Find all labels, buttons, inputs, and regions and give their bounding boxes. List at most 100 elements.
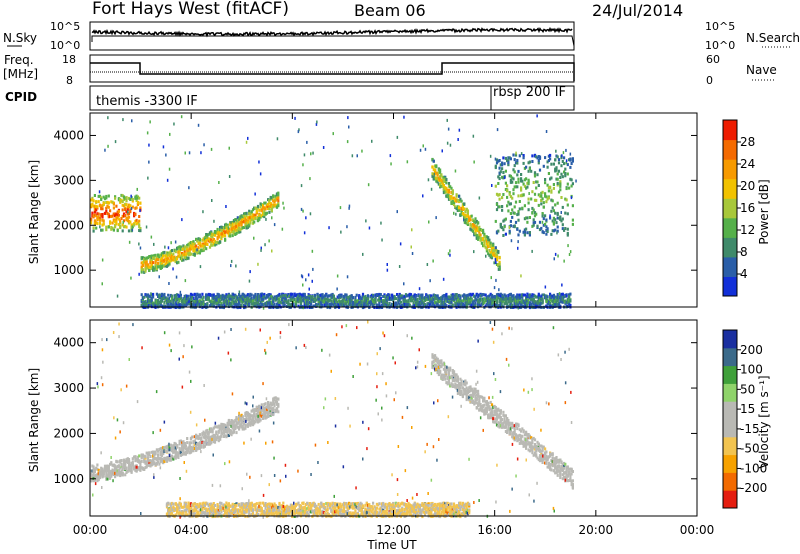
data-cell [165,254,169,258]
data-cell [508,296,511,300]
data-cell [551,199,554,203]
data-cell [107,205,110,209]
data-cell [498,171,501,175]
data-cell [274,203,277,207]
noise-cell [493,286,496,290]
data-cell [339,295,342,298]
data-cell [412,297,415,300]
data-cell [492,301,495,305]
data-cell [259,295,262,299]
data-cell [201,297,204,301]
data-cell [157,265,160,269]
data-cell [477,299,480,303]
data-cell [458,293,461,297]
noise-cell [253,236,255,240]
noise-cell [158,275,160,279]
data-cell [212,304,215,308]
data-cell [97,468,100,472]
data-cell [208,299,212,303]
data-cell [479,233,482,237]
data-cell [210,427,213,431]
data-cell [235,221,238,225]
data-cell [528,216,531,219]
data-cell [234,293,237,297]
data-cell [560,156,563,160]
data-cell [517,180,520,184]
data-cell [234,225,237,229]
data-cell [224,238,227,242]
noise-cell [557,254,559,258]
data-cell [119,473,122,477]
data-cell [202,443,205,447]
data-cell [465,214,468,218]
data-cell [469,295,472,299]
data-cell [124,473,127,477]
noise-cell [568,253,571,256]
data-cell [489,255,492,259]
data-cell [170,255,174,258]
data-cell [112,464,115,468]
data-cell [215,241,218,244]
data-cell [316,295,319,299]
data-cell [189,441,193,445]
data-cell [537,203,540,207]
data-cell [559,184,562,188]
data-cell [397,301,400,305]
data-cell [480,241,483,245]
noise-cell [332,132,334,136]
data-cell [497,159,500,163]
data-cell [493,249,496,253]
data-cell [420,296,423,300]
data-cell [458,300,461,304]
data-cell [456,304,459,307]
data-cell [483,242,486,246]
data-cell [504,232,507,236]
data-cell [269,303,272,307]
data-cell [274,298,277,302]
data-cell [102,202,105,206]
data-cell [105,194,108,198]
data-cell [200,445,203,449]
data-cell [403,298,406,302]
data-cell [450,293,453,297]
data-cell [330,299,333,303]
data-cell [145,263,148,267]
data-cell [277,297,280,301]
data-cell [229,223,232,227]
data-cell [93,213,96,217]
data-cell [487,303,490,307]
data-cell [411,299,414,303]
data-cell [216,232,219,236]
data-cell [114,195,117,199]
data-cell [480,293,483,297]
data-cell [475,224,478,228]
data-cell [473,299,476,303]
data-cell [527,208,530,212]
data-cell [121,468,124,472]
data-cell [220,431,223,435]
data-cell [265,204,268,208]
data-cell [384,298,387,302]
noise-cell [264,243,266,247]
data-cell [226,223,229,227]
data-cell [192,440,195,444]
data-cell [258,294,261,298]
data-cell [365,302,368,306]
data-cell [196,292,199,296]
data-cell [159,294,162,298]
data-cell [564,227,567,230]
data-cell [456,301,459,305]
data-cell [227,423,230,427]
data-cell [232,428,236,432]
data-cell [466,214,469,218]
noise-cell [362,252,364,256]
data-cell [176,303,179,307]
data-cell [134,459,137,463]
data-cell [205,297,208,301]
data-cell [292,299,295,303]
data-cell [413,293,416,297]
data-cell [282,300,285,304]
noise-cell [495,278,497,282]
data-cell [230,224,233,228]
noise-cell [380,296,382,300]
